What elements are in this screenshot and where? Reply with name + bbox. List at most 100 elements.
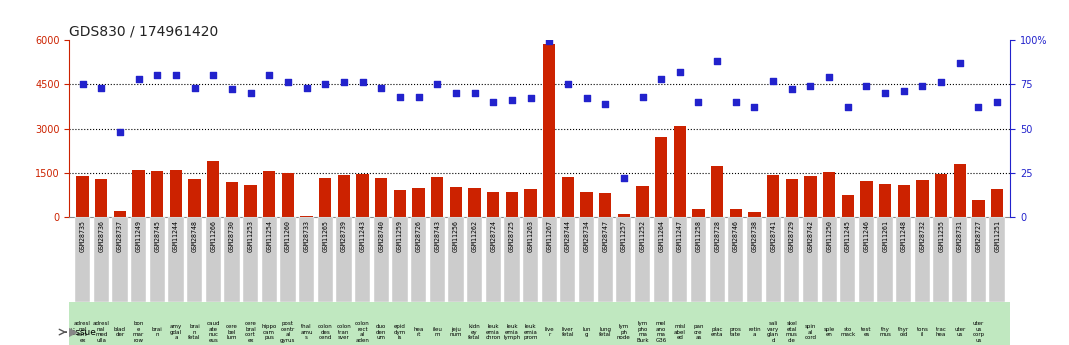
FancyBboxPatch shape: [896, 217, 912, 302]
FancyBboxPatch shape: [560, 217, 575, 302]
Text: hea
rt: hea rt: [414, 327, 423, 337]
Text: post
centr
al
gyrus: post centr al gyrus: [280, 322, 295, 343]
Point: [727, 99, 744, 105]
FancyBboxPatch shape: [858, 217, 874, 302]
Text: GSM28748: GSM28748: [191, 220, 198, 252]
Text: retin
a: retin a: [748, 327, 761, 337]
Point: [858, 83, 876, 89]
Bar: [673, 126, 686, 217]
FancyBboxPatch shape: [635, 217, 650, 302]
Text: GSM28726: GSM28726: [416, 220, 421, 252]
Text: trac
hea: trac hea: [935, 327, 946, 337]
Text: GSM11252: GSM11252: [639, 220, 646, 252]
Text: GSM28744: GSM28744: [564, 220, 571, 252]
Point: [354, 80, 371, 85]
Point: [652, 76, 669, 81]
Point: [503, 97, 521, 103]
Point: [429, 81, 446, 87]
Point: [914, 83, 931, 89]
Bar: [991, 189, 1003, 217]
Text: jeju
num: jeju num: [450, 327, 462, 337]
Text: GSM11260: GSM11260: [284, 220, 291, 252]
Text: GSM28741: GSM28741: [770, 220, 776, 252]
Bar: [748, 212, 760, 217]
Bar: [393, 190, 406, 217]
Text: GSM28745: GSM28745: [154, 220, 160, 252]
Text: GSM11256: GSM11256: [453, 220, 459, 252]
Bar: [916, 180, 929, 217]
FancyBboxPatch shape: [467, 217, 482, 302]
FancyBboxPatch shape: [598, 217, 613, 302]
Text: GSM28729: GSM28729: [789, 220, 795, 252]
Bar: [935, 175, 947, 217]
Point: [316, 81, 334, 87]
Text: adresl
nal
cort
ex: adresl nal cort ex: [74, 322, 91, 343]
Bar: [973, 199, 985, 217]
Text: duo
den
um: duo den um: [376, 324, 386, 340]
Text: liver
fetal: liver fetal: [561, 327, 574, 337]
Text: GSM28735: GSM28735: [79, 220, 86, 252]
Text: mel
ano
ma
G36: mel ano ma G36: [655, 322, 667, 343]
Text: sto
mack: sto mack: [840, 327, 855, 337]
Text: colon
des
cend: colon des cend: [317, 324, 332, 340]
Bar: [207, 161, 219, 217]
FancyBboxPatch shape: [317, 217, 332, 302]
Text: cere
bral
cort
ex: cere bral cort ex: [245, 322, 257, 343]
Text: ileu
m: ileu m: [432, 327, 443, 337]
Text: GSM11246: GSM11246: [864, 220, 869, 252]
Point: [578, 96, 595, 101]
Point: [932, 80, 949, 85]
FancyBboxPatch shape: [187, 217, 202, 302]
Text: GDS830 / 174961420: GDS830 / 174961420: [69, 24, 219, 39]
FancyBboxPatch shape: [971, 217, 986, 302]
FancyBboxPatch shape: [485, 217, 501, 302]
Text: GSM11247: GSM11247: [677, 220, 683, 252]
Point: [336, 80, 353, 85]
Bar: [133, 170, 144, 217]
Text: thyr
oid: thyr oid: [898, 327, 910, 337]
Point: [130, 76, 148, 81]
Point: [373, 85, 390, 90]
Bar: [841, 195, 854, 217]
FancyBboxPatch shape: [840, 217, 855, 302]
Bar: [468, 188, 481, 217]
FancyBboxPatch shape: [355, 217, 370, 302]
Bar: [879, 184, 892, 217]
Text: GSM28727: GSM28727: [976, 220, 981, 252]
Point: [690, 99, 707, 105]
Point: [186, 85, 203, 90]
Text: spin
al
cord: spin al cord: [805, 324, 817, 340]
FancyBboxPatch shape: [803, 217, 818, 302]
Point: [541, 39, 558, 44]
FancyBboxPatch shape: [821, 217, 837, 302]
FancyBboxPatch shape: [280, 217, 295, 302]
FancyBboxPatch shape: [710, 217, 725, 302]
Point: [261, 72, 278, 78]
FancyBboxPatch shape: [130, 217, 146, 302]
Point: [298, 85, 315, 90]
Text: GSM28734: GSM28734: [584, 220, 589, 252]
FancyBboxPatch shape: [150, 217, 165, 302]
Text: GSM28743: GSM28743: [434, 220, 440, 252]
Point: [709, 58, 726, 64]
Text: GSM28737: GSM28737: [117, 220, 123, 252]
Text: colon
tran
sver: colon tran sver: [337, 324, 352, 340]
Bar: [113, 211, 126, 217]
FancyBboxPatch shape: [616, 217, 632, 302]
Bar: [618, 214, 630, 217]
Text: skel
etal
mus
cle: skel etal mus cle: [786, 322, 797, 343]
Point: [746, 105, 763, 110]
Text: GSM11265: GSM11265: [322, 220, 328, 252]
Text: leuk
emia
chron: leuk emia chron: [485, 324, 501, 340]
FancyBboxPatch shape: [262, 217, 277, 302]
Text: GSM11248: GSM11248: [901, 220, 907, 252]
FancyBboxPatch shape: [691, 217, 707, 302]
Text: hippo
cam
pus: hippo cam pus: [262, 324, 277, 340]
Point: [989, 99, 1006, 105]
Bar: [151, 171, 164, 217]
Text: GSM28733: GSM28733: [304, 220, 310, 252]
Text: GSM28725: GSM28725: [509, 220, 515, 252]
Bar: [823, 172, 835, 217]
Text: pan
cre
as: pan cre as: [694, 324, 703, 340]
Point: [671, 69, 688, 75]
